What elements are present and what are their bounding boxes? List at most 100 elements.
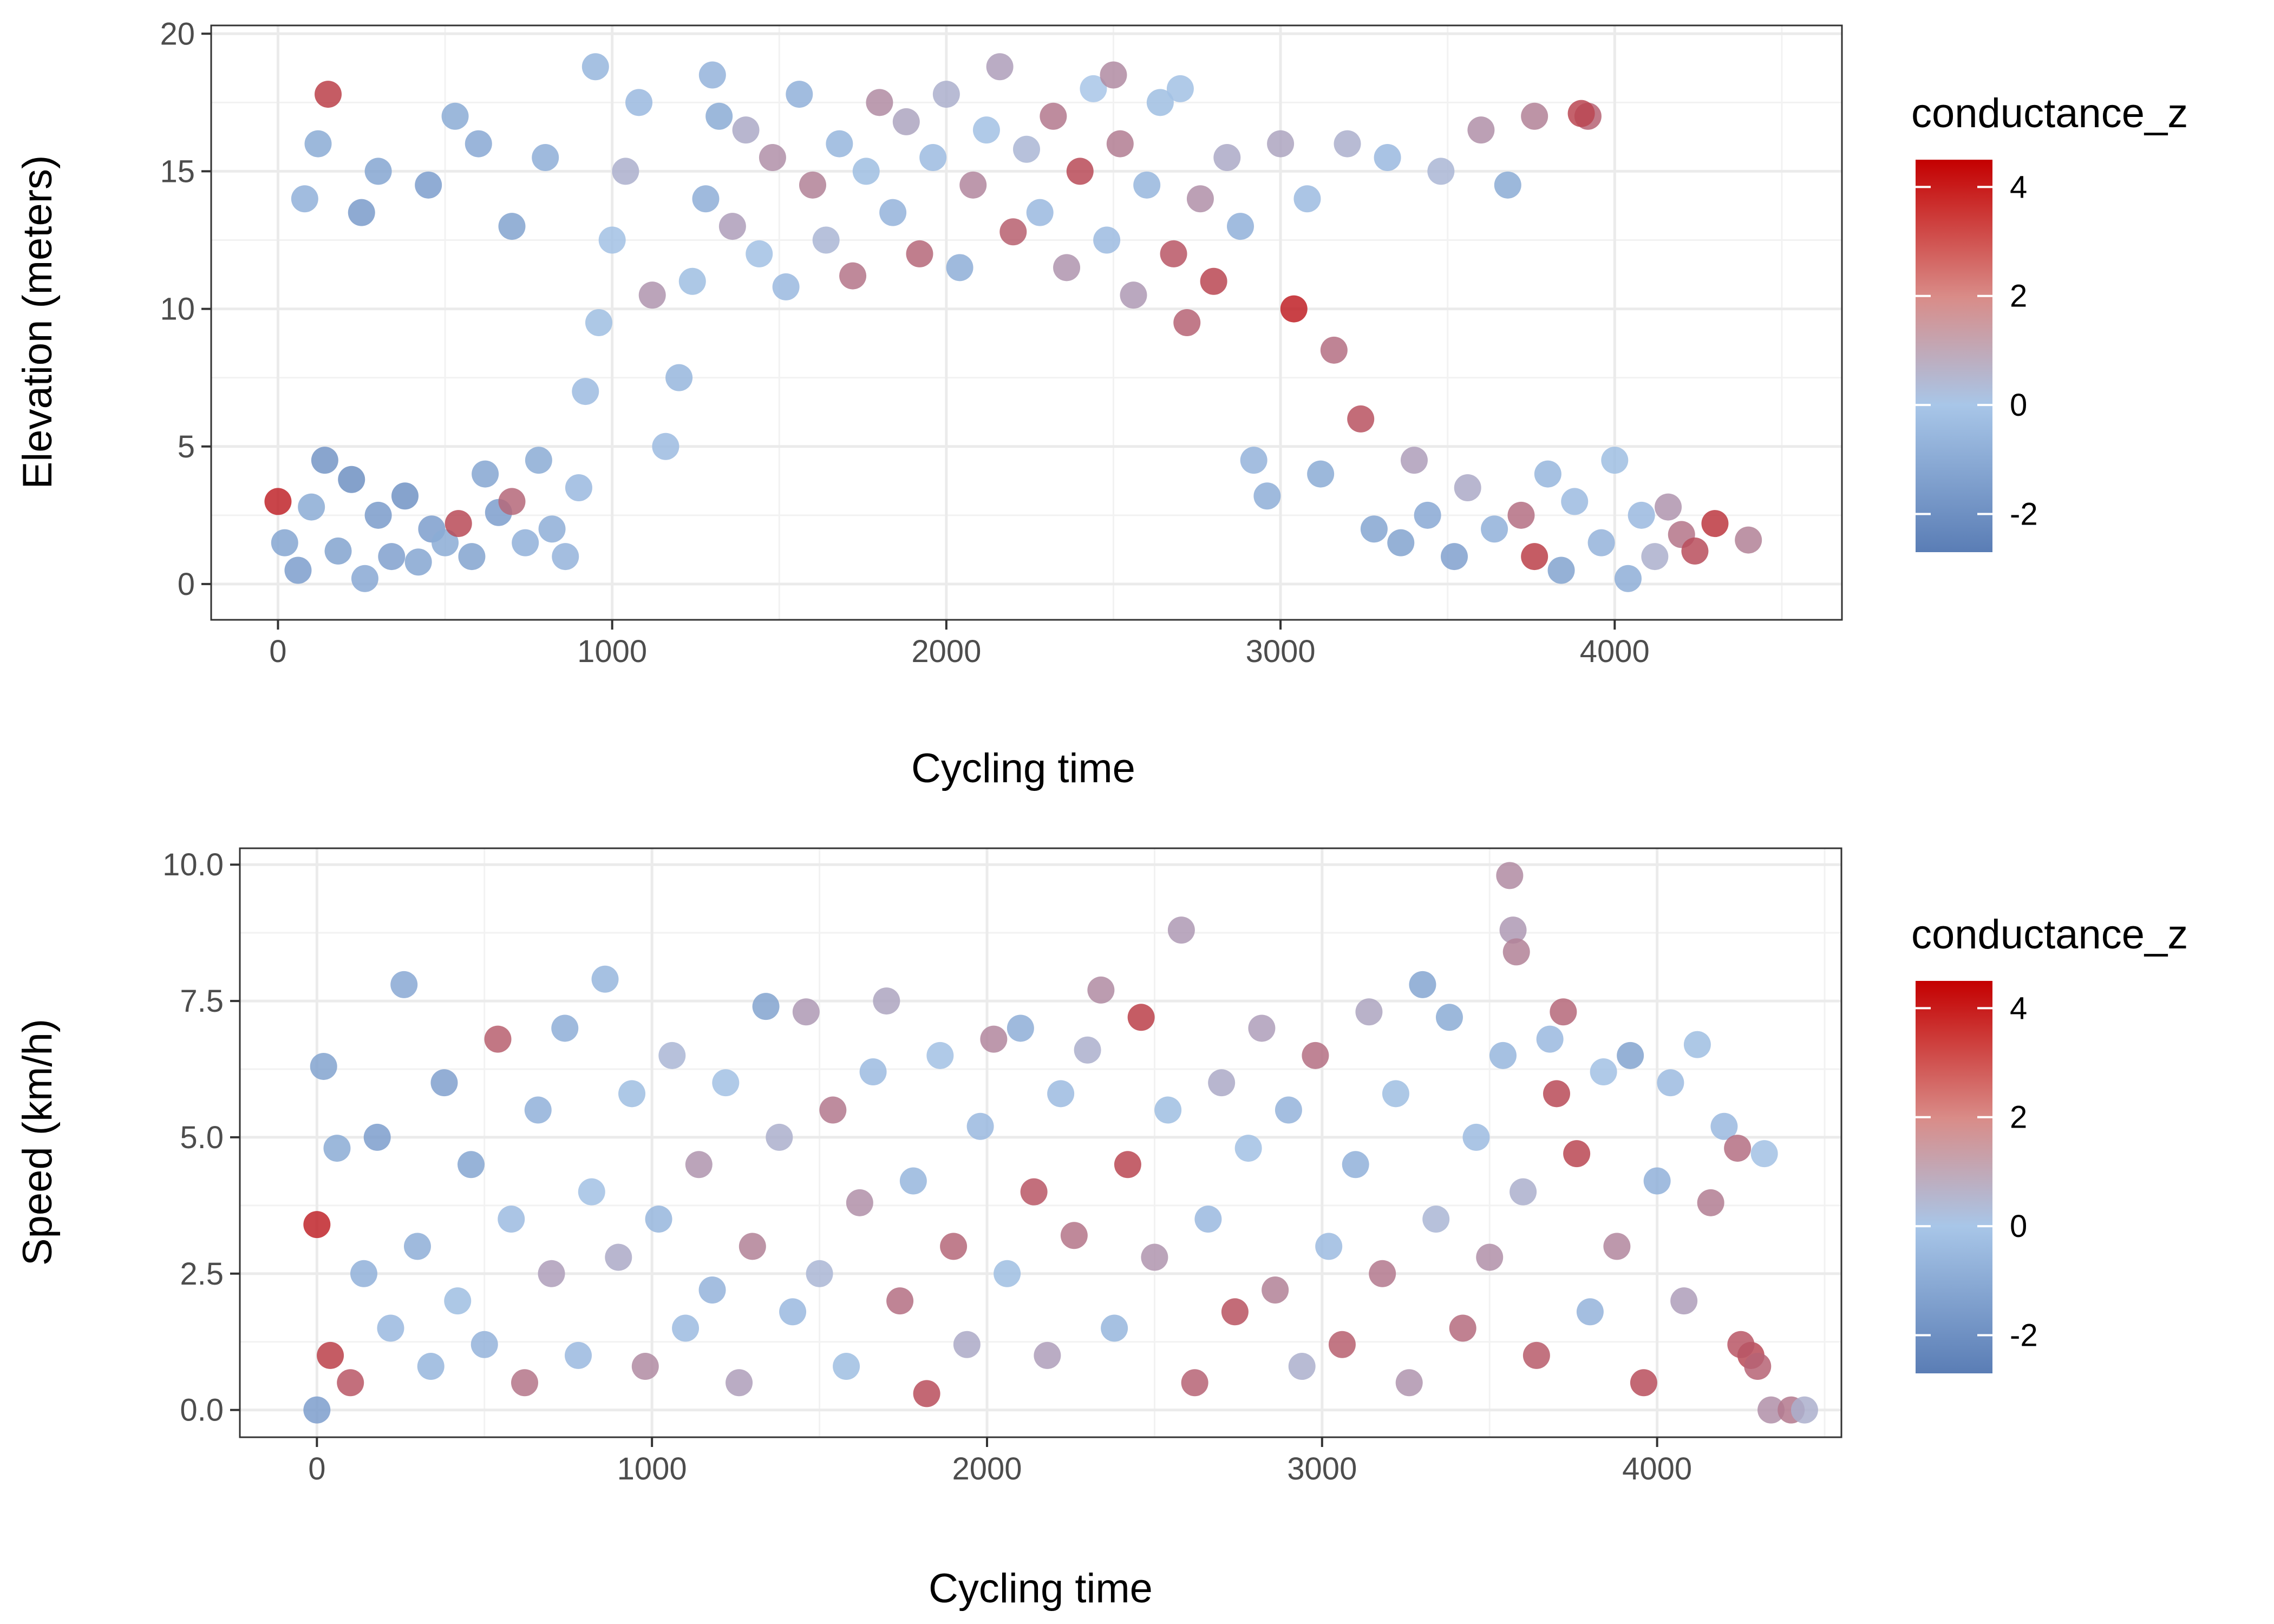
elevation-data-point — [692, 185, 720, 213]
speed-data-point — [899, 1167, 927, 1195]
speed-data-point — [1034, 1341, 1061, 1369]
elevation-legend-label: -2 — [2010, 497, 2038, 532]
elevation-data-point — [525, 447, 552, 474]
speed-data-point — [833, 1353, 860, 1380]
elevation-data-point — [1481, 515, 1508, 543]
speed-data-point — [310, 1052, 337, 1080]
elevation-data-point — [786, 81, 813, 108]
speed-data-point — [1710, 1112, 1738, 1140]
speed-data-point — [1476, 1243, 1504, 1271]
elevation-data-point — [552, 543, 579, 571]
speed-data-point — [1328, 1331, 1356, 1358]
speed-data-point — [886, 1287, 914, 1315]
elevation-data-point — [291, 185, 318, 213]
speed-data-point — [403, 1233, 431, 1260]
elevation-data-point — [1307, 460, 1335, 488]
elevation-data-point — [572, 378, 599, 405]
speed-data-point — [806, 1260, 833, 1287]
elevation-data-point — [772, 273, 800, 300]
elevation-data-point — [538, 515, 566, 543]
elevation-data-point — [415, 171, 442, 199]
elevation-data-point — [458, 543, 486, 571]
elevation-x-tick-label: 2000 — [911, 634, 981, 669]
speed-axis-ticks: 0 1000 2000 3000 4000 0.0 2.5 5.0 7.5 10.0 — [162, 847, 1692, 1487]
speed-data-point — [672, 1314, 700, 1342]
speed-y-axis-title: Speed (km/h) — [15, 1019, 61, 1266]
elevation-points — [264, 53, 1762, 592]
elevation-data-point — [999, 218, 1027, 246]
speed-data-point — [1101, 1314, 1128, 1342]
elevation-data-point — [1120, 281, 1147, 309]
elevation-data-point — [364, 158, 392, 185]
elevation-y-axis-title: Elevation (meters) — [15, 155, 61, 489]
speed-x-tick-label: 2000 — [952, 1451, 1022, 1487]
speed-data-point — [417, 1353, 445, 1380]
speed-data-point — [1127, 1004, 1155, 1031]
speed-data-point — [1342, 1151, 1369, 1178]
speed-data-point — [1496, 862, 1524, 889]
elevation-data-point — [1454, 474, 1481, 501]
elevation-data-point — [465, 130, 492, 158]
speed-data-point — [1576, 1298, 1604, 1326]
elevation-data-point — [959, 171, 987, 199]
speed-data-point — [1697, 1189, 1724, 1216]
elevation-data-point — [1467, 116, 1495, 144]
elevation-data-point — [1066, 158, 1094, 185]
elevation-data-point — [1374, 144, 1401, 171]
speed-legend: conductance_z 4 2 0 -2 — [1911, 912, 2188, 1373]
speed-data-point — [658, 1042, 686, 1069]
elevation-legend-labels: 4 2 0 -2 — [1916, 169, 2038, 532]
elevation-data-point — [892, 108, 920, 135]
elevation-colorbar — [1916, 160, 1992, 552]
speed-data-point — [1502, 938, 1530, 966]
speed-data-point — [766, 1123, 793, 1151]
elevation-data-point — [1334, 130, 1361, 158]
elevation-data-point — [879, 199, 907, 226]
speed-legend-label: 2 — [2010, 1100, 2027, 1135]
speed-data-point — [377, 1314, 404, 1342]
elevation-data-point — [1100, 61, 1127, 89]
elevation-data-point — [1253, 482, 1281, 510]
speed-data-point — [363, 1123, 391, 1151]
speed-data-point — [1355, 998, 1383, 1026]
speed-data-point — [303, 1211, 331, 1239]
elevation-data-point — [1628, 501, 1655, 529]
speed-data-point — [1074, 1036, 1101, 1064]
speed-data-point — [1288, 1353, 1316, 1380]
speed-data-point — [1670, 1287, 1698, 1315]
elevation-data-point — [1735, 526, 1762, 554]
speed-data-point — [1543, 1080, 1570, 1108]
elevation-data-point — [324, 537, 352, 565]
elevation-data-point — [1655, 493, 1682, 521]
speed-data-point — [1489, 1042, 1517, 1069]
elevation-data-point — [1360, 515, 1388, 543]
speed-data-point — [953, 1331, 981, 1358]
speed-data-point — [645, 1206, 672, 1233]
elevation-panel-border — [210, 24, 1843, 621]
speed-data-point — [940, 1233, 968, 1260]
elevation-data-point — [1293, 185, 1321, 213]
elevation-data-point — [652, 433, 679, 460]
elevation-data-point — [1106, 130, 1134, 158]
speed-data-point — [1020, 1178, 1048, 1206]
elevation-x-tick-label: 0 — [269, 634, 286, 669]
elevation-data-point — [1320, 336, 1348, 364]
elevation-data-point — [351, 565, 378, 592]
elevation-legend-label: 0 — [2010, 388, 2027, 423]
speed-chart: 0 1000 2000 3000 4000 0.0 2.5 5.0 7.5 10.0 Speed … — [15, 847, 2188, 1612]
elevation-data-point — [1186, 185, 1214, 213]
speed-data-point — [1167, 916, 1195, 944]
speed-data-point — [1087, 976, 1115, 1004]
elevation-data-point — [1267, 130, 1295, 158]
speed-data-point — [317, 1341, 344, 1369]
speed-data-point — [1302, 1042, 1329, 1069]
elevation-data-point — [532, 144, 559, 171]
elevation-data-point — [1441, 543, 1468, 571]
speed-points — [303, 862, 1818, 1424]
elevation-data-point — [1213, 144, 1241, 171]
elevation-data-point — [1534, 460, 1561, 488]
speed-data-point — [498, 1206, 525, 1233]
speed-data-point — [457, 1151, 485, 1178]
speed-data-point — [337, 1369, 364, 1397]
